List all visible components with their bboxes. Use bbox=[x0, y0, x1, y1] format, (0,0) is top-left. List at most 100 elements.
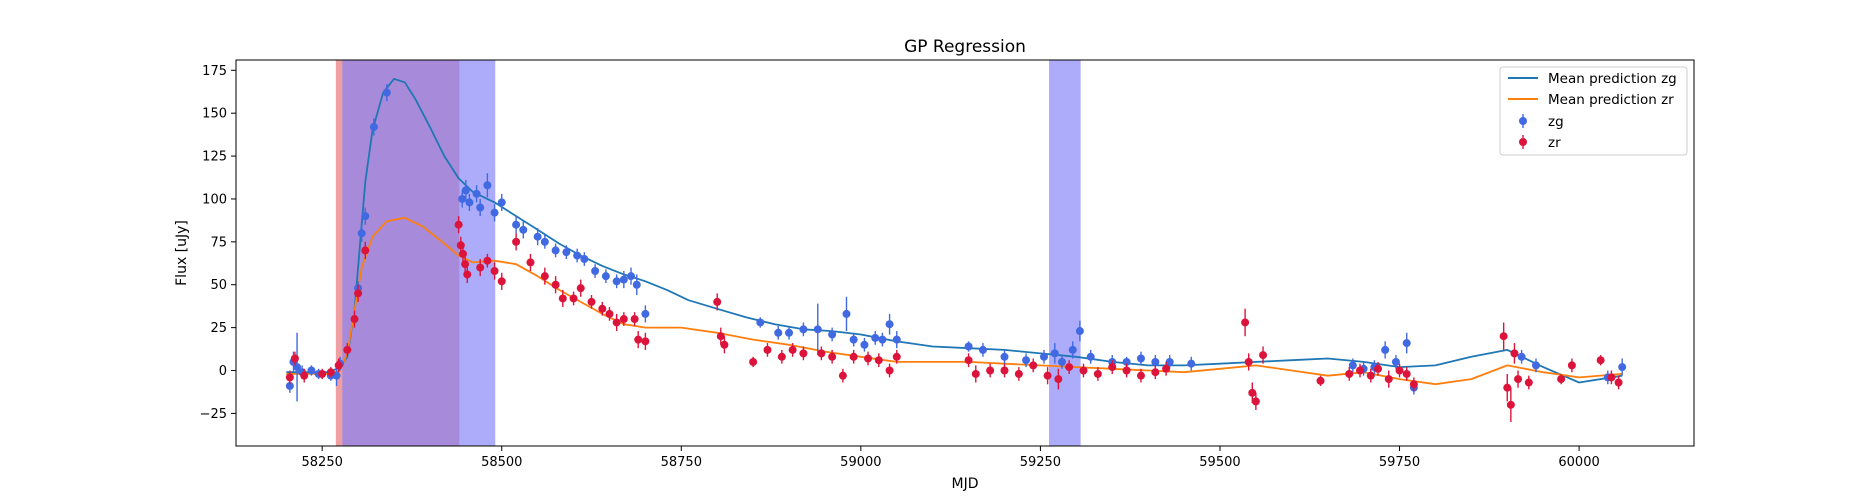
zg-marker bbox=[774, 328, 783, 337]
zg-point bbox=[1381, 341, 1390, 359]
zr-point bbox=[1607, 370, 1616, 385]
zr-point bbox=[619, 312, 628, 326]
zg-point bbox=[1068, 341, 1077, 359]
zg-marker bbox=[1165, 357, 1174, 366]
zg-marker bbox=[490, 208, 499, 217]
zg-marker bbox=[885, 320, 894, 329]
zg-marker bbox=[472, 189, 481, 198]
zg-marker bbox=[476, 203, 485, 212]
zr-point bbox=[1259, 346, 1268, 364]
data-points bbox=[285, 84, 1627, 422]
zr-point bbox=[1384, 370, 1393, 388]
x-tick-label: 58500 bbox=[481, 455, 522, 470]
zr-marker bbox=[864, 354, 873, 363]
x-tick-label: 59750 bbox=[1379, 455, 1420, 470]
zr-point bbox=[1014, 367, 1023, 381]
zg-marker bbox=[871, 333, 880, 342]
zg-point bbox=[307, 365, 316, 376]
zr-marker bbox=[605, 309, 614, 318]
x-tick-label: 58250 bbox=[302, 455, 343, 470]
plot-frame bbox=[235, 59, 1695, 447]
zr-point bbox=[285, 370, 294, 385]
zg-marker bbox=[1050, 349, 1059, 358]
y-axis-label: Flux [uJy] bbox=[174, 220, 190, 286]
zg-point bbox=[591, 264, 600, 278]
zr-point bbox=[1029, 358, 1038, 373]
zr-point bbox=[1510, 343, 1519, 364]
zr-point bbox=[605, 307, 614, 321]
zr-marker bbox=[964, 356, 973, 365]
x-tick-label: 59250 bbox=[1020, 455, 1061, 470]
zr-marker bbox=[1524, 378, 1533, 387]
zr-marker bbox=[1054, 375, 1063, 384]
zg-marker bbox=[307, 366, 316, 375]
zr-point bbox=[1054, 368, 1063, 390]
zg-point bbox=[601, 269, 610, 284]
zg-marker bbox=[551, 246, 560, 255]
zr-marker bbox=[354, 289, 363, 298]
zr-marker bbox=[512, 237, 521, 246]
zg-point bbox=[892, 331, 901, 349]
zr-marker bbox=[892, 352, 901, 361]
legend-item: Mean prediction zg bbox=[1508, 71, 1677, 87]
zr-point bbox=[1596, 355, 1605, 366]
zg-marker bbox=[285, 381, 294, 390]
zr-point bbox=[1345, 367, 1354, 381]
zr-marker bbox=[849, 352, 858, 361]
zr-point bbox=[892, 349, 901, 364]
zg-point bbox=[785, 325, 794, 340]
zg-marker bbox=[1086, 352, 1095, 361]
y-tick-label: 100 bbox=[202, 192, 227, 207]
zr-point bbox=[864, 351, 873, 366]
zg-marker bbox=[878, 335, 887, 344]
legend-marker-swatch bbox=[1519, 138, 1527, 146]
zr-point bbox=[634, 331, 643, 349]
zr-point bbox=[1557, 373, 1566, 385]
zr-marker bbox=[290, 354, 299, 363]
zg-marker bbox=[369, 122, 378, 131]
zr-point bbox=[490, 262, 499, 280]
zr-marker bbox=[749, 357, 758, 366]
zg-marker bbox=[533, 232, 542, 241]
zg-point bbox=[878, 332, 887, 347]
zg-point bbox=[357, 224, 366, 242]
zr-point bbox=[551, 276, 560, 294]
zr-marker bbox=[483, 256, 492, 265]
zg-point bbox=[849, 332, 858, 347]
zr-point bbox=[483, 253, 492, 268]
zr-point bbox=[334, 358, 343, 373]
zr-marker bbox=[1248, 388, 1257, 397]
zr-point bbox=[799, 346, 808, 361]
zr-point bbox=[817, 346, 826, 361]
zr-point bbox=[763, 343, 772, 357]
zr-marker bbox=[641, 337, 650, 346]
zr-marker bbox=[1557, 375, 1566, 384]
zg-marker bbox=[756, 318, 765, 327]
zr-marker bbox=[1506, 400, 1515, 409]
zr-point bbox=[343, 343, 352, 357]
zr-point bbox=[1506, 387, 1515, 422]
zr-point bbox=[986, 363, 995, 378]
zg-marker bbox=[497, 198, 506, 207]
zr-point bbox=[318, 368, 327, 380]
zr-point bbox=[300, 368, 309, 383]
zg-point bbox=[813, 303, 822, 356]
zr-point bbox=[361, 241, 370, 260]
zr-point bbox=[1241, 308, 1250, 337]
x-tick-label: 58750 bbox=[661, 455, 702, 470]
zr-point bbox=[874, 353, 883, 368]
zr-point bbox=[290, 351, 299, 366]
zr-point bbox=[1395, 363, 1404, 378]
zr-point bbox=[1093, 367, 1102, 381]
zg-point bbox=[1618, 358, 1627, 376]
zr-point bbox=[720, 336, 729, 354]
zr-marker bbox=[1122, 366, 1131, 375]
zg-marker bbox=[1391, 357, 1400, 366]
legend: Mean prediction zg Mean prediction zr zg zr bbox=[1499, 66, 1688, 156]
zg-point bbox=[461, 180, 470, 201]
zg-point bbox=[612, 274, 621, 289]
zg-marker bbox=[512, 220, 521, 229]
zg-marker bbox=[1136, 354, 1145, 363]
zg-marker bbox=[619, 275, 628, 284]
